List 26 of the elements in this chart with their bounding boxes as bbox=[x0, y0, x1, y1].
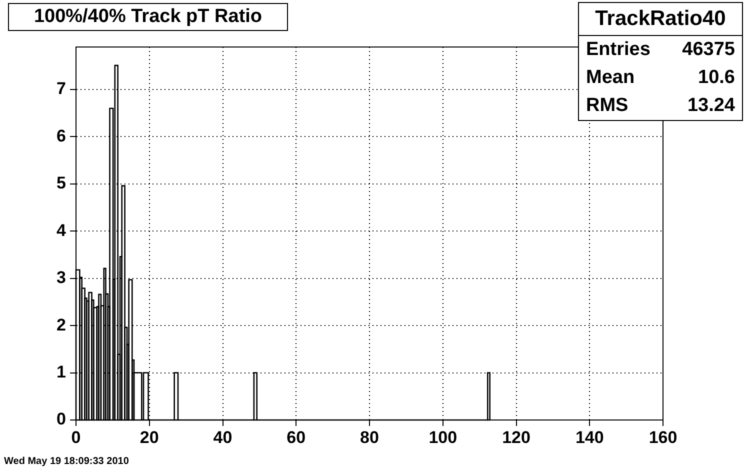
y-tick-label: 1 bbox=[56, 362, 66, 382]
annotation: Entries bbox=[586, 38, 650, 62]
annotation: RMS bbox=[586, 94, 628, 118]
x-tick-label: 120 bbox=[502, 428, 530, 447]
text: Wed May 19 18:09:33 2010 bbox=[4, 456, 129, 467]
x-tick-label: 160 bbox=[648, 428, 678, 447]
y-tick-label: 4 bbox=[56, 220, 67, 240]
x-tick-label: 140 bbox=[575, 428, 604, 447]
x-tick-label: 80 bbox=[360, 428, 379, 447]
text: 46375 bbox=[682, 38, 735, 62]
text: 10.6 bbox=[698, 66, 735, 90]
y-tick-label: 0 bbox=[56, 410, 66, 429]
chart-title: 100%/40% Track pT Ratio bbox=[8, 3, 288, 31]
y-tick-label: 3 bbox=[56, 268, 66, 288]
y-tick-label: 7 bbox=[56, 79, 66, 98]
text: TrackRatio40 bbox=[579, 3, 742, 36]
text: 13.24 bbox=[687, 94, 735, 118]
y-tick-label: 2 bbox=[56, 315, 66, 334]
x-tick-label: 0 bbox=[71, 428, 81, 447]
y-tick-label: 5 bbox=[56, 174, 66, 193]
annotation: Mean bbox=[586, 66, 635, 90]
x-tick-label: 100 bbox=[428, 428, 458, 447]
x-tick-label: 40 bbox=[213, 428, 232, 447]
x-tick-label: 60 bbox=[286, 428, 306, 447]
y-tick-label: 6 bbox=[56, 126, 66, 146]
x-tick-label: 20 bbox=[140, 428, 159, 447]
